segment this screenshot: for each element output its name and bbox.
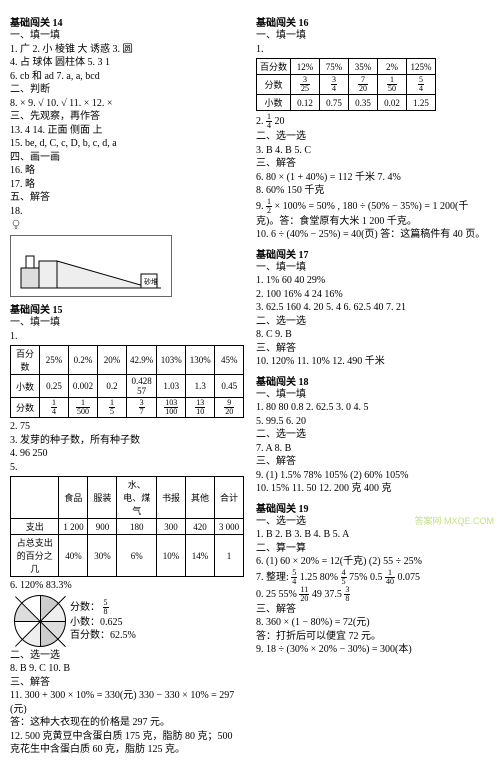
s14-h3: 三、先观察，再作答	[10, 110, 244, 124]
s16-h1: 一、填一填	[256, 29, 490, 43]
s15-l10: 12. 500 克黄豆中含蛋白质 175 克，脂肪 80 克；500 克花生中含…	[10, 730, 244, 757]
s16-h3: 三、解答	[256, 157, 490, 171]
s16-h2: 二、选一选	[256, 130, 490, 144]
s15-table2: 食品服装水、电、煤气书报其他合计支出1 2009001803004203 000…	[10, 476, 244, 577]
s14-diagram: 砂堆	[10, 235, 172, 297]
s16-l7: 10. 6 ÷ (40% − 25%) = 40(页) 答：这篇稿件有 40 页…	[256, 228, 490, 242]
s19-l7: 9. 18 ÷ (30% × 20% − 30%) = 300(本)	[256, 643, 490, 657]
s19-l1: 1. B 2. B 3. B 4. B 5. A	[256, 528, 490, 542]
s18-l5: 10. 15% 11. 50 12. 200 克 400 克	[256, 482, 490, 496]
s14-l5: 13. 4 14. 正面 侧面 上	[10, 124, 244, 138]
s17-h1: 一、填一填	[256, 261, 490, 275]
s17-h3: 三、解答	[256, 342, 490, 356]
s14-l9: 18.	[10, 205, 244, 219]
s15-l5: 5.	[10, 461, 244, 475]
s14-l3: 6. cb 和 ad 7. a, a, bcd	[10, 70, 244, 84]
pie-frac-label: 分数： 58	[70, 599, 136, 616]
s16-l6: 9. 12 × 100% = 50% , 180 ÷ (50% − 35%) =…	[256, 198, 490, 229]
s18-l4: 9. (1) 1.5% 78% 105% (2) 60% 105%	[256, 469, 490, 483]
s14-l7: 16. 略	[10, 164, 244, 178]
s15-l1: 1.	[10, 330, 244, 344]
s16-l5: 8. 60% 150 千克	[256, 184, 490, 198]
s18-h3: 三、解答	[256, 455, 490, 469]
s15-l9: 答：这种大衣现在的价格是 297 元。	[10, 716, 244, 730]
s14-l1: 1. 广 2. 小 棱锥 大 诱惑 3. 圆	[10, 43, 244, 57]
s16-l1: 1.	[256, 43, 490, 57]
s14-h4: 四、画一画	[10, 151, 244, 165]
s14-title: 基础闯关 14	[10, 14, 244, 29]
s19-h2: 二、算一算	[256, 542, 490, 556]
s16-table: 百分数12%75%35%2%125%分数3253472015054小数0.120…	[256, 58, 436, 111]
s14-l2: 4. 占 球体 圆柱体 5. 3 1	[10, 56, 244, 70]
s14-l6: 15. be, d, C, c, D, b, c, d, a	[10, 137, 244, 151]
s15-l2: 2. 75	[10, 420, 244, 434]
s17-l3: 3. 62.5 160 4. 20 5. 4 6. 62.5 40 7. 21	[256, 301, 490, 315]
s15-l3: 3. 发芽的种子数，所有种子数	[10, 434, 244, 448]
s17-title: 基础闯关 17	[256, 246, 490, 261]
s17-h2: 二、选一选	[256, 315, 490, 329]
s19-h3: 三、解答	[256, 603, 490, 617]
s18-l2: 5. 99.5 6. 20	[256, 415, 490, 429]
s19-l2: 6. (1) 60 × 20% = 12(千克) (2) 55 ÷ 25%	[256, 555, 490, 569]
watermark: 答案网 MXQE.COM	[414, 514, 494, 527]
s19-l5: 8. 360 × (1 − 80%) = 72(元)	[256, 616, 490, 630]
s14-l4: 8. × 9. √ 10. √ 11. × 12. ×	[10, 97, 244, 111]
s14-h1: 一、填一填	[10, 29, 244, 43]
s14-h5: 五、解答	[10, 191, 244, 205]
s17-l1: 1. 1% 60 40 29%	[256, 274, 490, 288]
pie-dec: 小数：0.625	[70, 616, 136, 630]
s15-l7: 8. B 9. C 10. B	[10, 662, 244, 676]
s15-table1: 百分数25%0.2%20%42.9%103%130%45%小数0.250.002…	[10, 345, 244, 418]
s15-l8: 11. 300 + 300 × 10% = 330(元) 330 − 330 ×…	[10, 689, 244, 716]
s15-title: 基础闯关 15	[10, 301, 244, 316]
s17-l2: 2. 100 16% 4 24 16%	[256, 288, 490, 302]
s16-l2: 2. 14 20	[256, 113, 490, 130]
s16-l3: 3. B 4. B 5. C	[256, 144, 490, 158]
s19-l3: 7. 整理: 54 1.25 80% 45 75% 0.5 140 0.075	[256, 569, 490, 586]
s16-title: 基础闯关 16	[256, 14, 490, 29]
s18-l3: 7. A 8. B	[256, 442, 490, 456]
s14-h2: 二、判断	[10, 83, 244, 97]
s15-h2: 二、选一选	[10, 649, 244, 663]
s15-l4: 4. 96 250	[10, 447, 244, 461]
pie-chart	[14, 595, 66, 647]
svg-text:砂堆: 砂堆	[144, 277, 158, 286]
s18-title: 基础闯关 18	[256, 373, 490, 388]
s18-l1: 1. 80 80 0.8 2. 62.5 3. 0 4. 5	[256, 401, 490, 415]
s17-l5: 10. 120% 11. 10% 12. 490 千米	[256, 355, 490, 369]
s16-l4: 6. 80 × (1 + 40%) = 112 千米 7. 4%	[256, 171, 490, 185]
s17-l4: 8. C 9. B	[256, 328, 490, 342]
s18-h1: 一、填一填	[256, 388, 490, 402]
lightbulb-icon	[10, 218, 22, 230]
s15-h3: 三、解答	[10, 676, 244, 690]
pie-pct: 百分数：62.5%	[70, 629, 136, 643]
s18-h2: 二、选一选	[256, 428, 490, 442]
s19-l4: 0. 25 55% 1120 49 37.5 38	[256, 586, 490, 603]
s19-l6: 答：打折后可以便宜 72 元。	[256, 630, 490, 644]
s15-h1: 一、填一填	[10, 316, 244, 330]
s15-l6: 6. 120% 83.3%	[10, 579, 244, 593]
s14-l8: 17. 略	[10, 178, 244, 192]
s19-title: 基础闯关 19	[256, 500, 490, 515]
